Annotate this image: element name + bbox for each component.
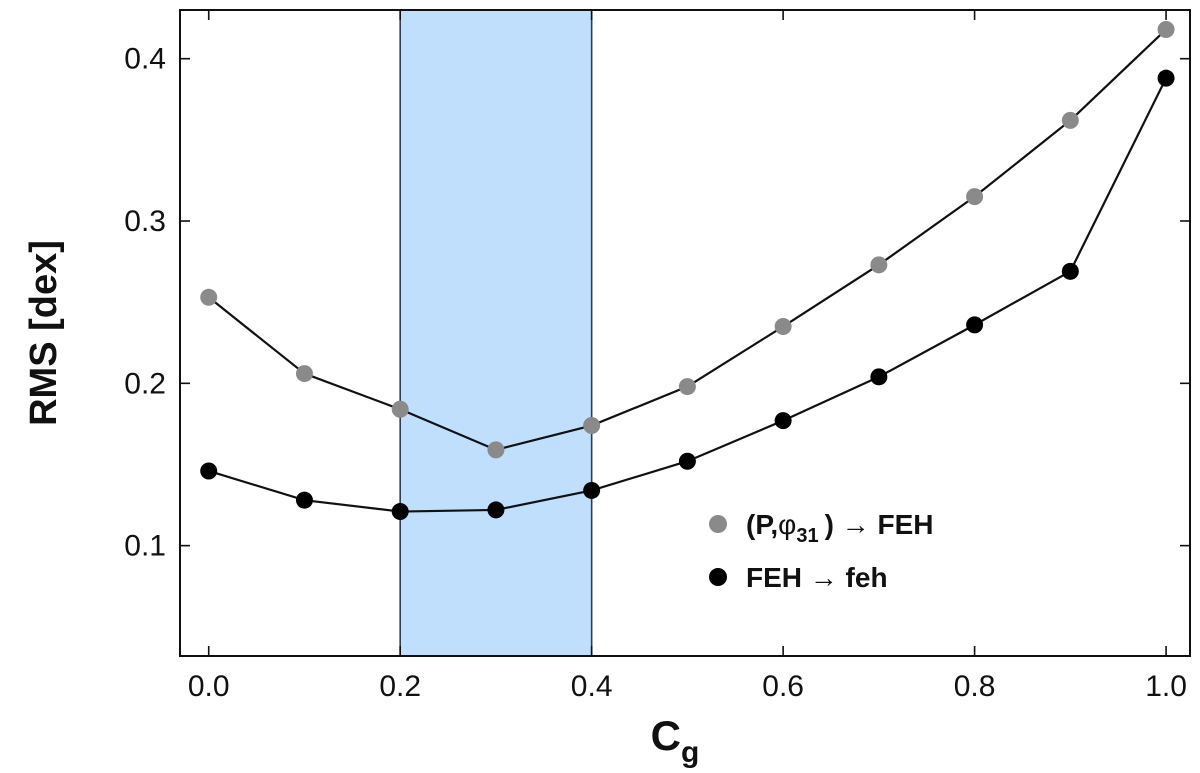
x-axis-title-subscript: g	[681, 736, 699, 769]
legend-label-0-prefix: (P,	[746, 509, 778, 540]
y-tick-label-0: 0.1	[124, 530, 166, 563]
ticks: 0.0 0.2 0.4 0.6 0.8 1.0 0.1 0.2 0.3 0.4	[124, 10, 1190, 703]
legend-label-0-phi: φ	[778, 509, 796, 540]
series-0-point-6	[774, 318, 792, 336]
series-1-point-5	[678, 452, 696, 470]
series-0-point-0	[200, 288, 218, 306]
series-1-point-7	[870, 368, 888, 386]
highlight-band	[400, 10, 592, 656]
y-tick-label-3: 0.4	[124, 43, 166, 76]
series-0-point-5	[678, 378, 696, 396]
legend-label-0: (P,φ31 ) → FEH	[746, 509, 933, 547]
series-1-point-9	[1061, 262, 1079, 280]
series-1-point-0	[200, 462, 218, 480]
y-tick-label-2: 0.3	[124, 205, 166, 238]
series-1-point-6	[774, 412, 792, 430]
series-0-point-10	[1157, 20, 1175, 38]
series-1-point-2	[391, 503, 409, 521]
x-axis-title: Cg	[651, 712, 700, 769]
series-1-point-1	[295, 491, 313, 509]
series-1-line	[208, 77, 1168, 513]
x-tick-label-0: 0.0	[188, 670, 230, 703]
series-1-point-8	[966, 316, 984, 334]
x-tick-label-3: 0.6	[762, 670, 804, 703]
y-axis-title: RMS [dex]	[23, 240, 65, 426]
series-0-point-4	[583, 417, 601, 435]
legend-label-0-sub: 31	[796, 525, 818, 547]
y-tick-label-1: 0.2	[124, 367, 166, 400]
legend: (P,φ31 ) → FEH FEH → feh	[709, 509, 933, 593]
series-0-point-7	[870, 256, 888, 274]
series-0-point-9	[1061, 111, 1079, 129]
series-1-point-4	[583, 481, 601, 499]
legend-label-0-suffix: ) → FEH	[825, 509, 934, 540]
x-tick-label-2: 0.4	[571, 670, 613, 703]
series-0-point-2	[391, 400, 409, 418]
x-tick-label-1: 0.2	[379, 670, 421, 703]
series-layer	[200, 20, 1175, 521]
legend-marker-1	[709, 568, 727, 586]
series-1-point-10	[1157, 69, 1175, 87]
series-0-point-3	[487, 441, 505, 459]
x-tick-label-4: 0.8	[954, 670, 996, 703]
series-1-point-3	[487, 501, 505, 519]
legend-label-1: FEH → feh	[746, 562, 888, 593]
plot-frame	[179, 9, 1191, 657]
series-0-point-8	[966, 188, 984, 206]
series-0-point-1	[295, 365, 313, 383]
highlight-band-edges	[399, 10, 593, 656]
x-axis-title-main: C	[651, 712, 681, 759]
x-tick-label-5: 1.0	[1145, 670, 1187, 703]
legend-marker-0	[709, 515, 727, 533]
